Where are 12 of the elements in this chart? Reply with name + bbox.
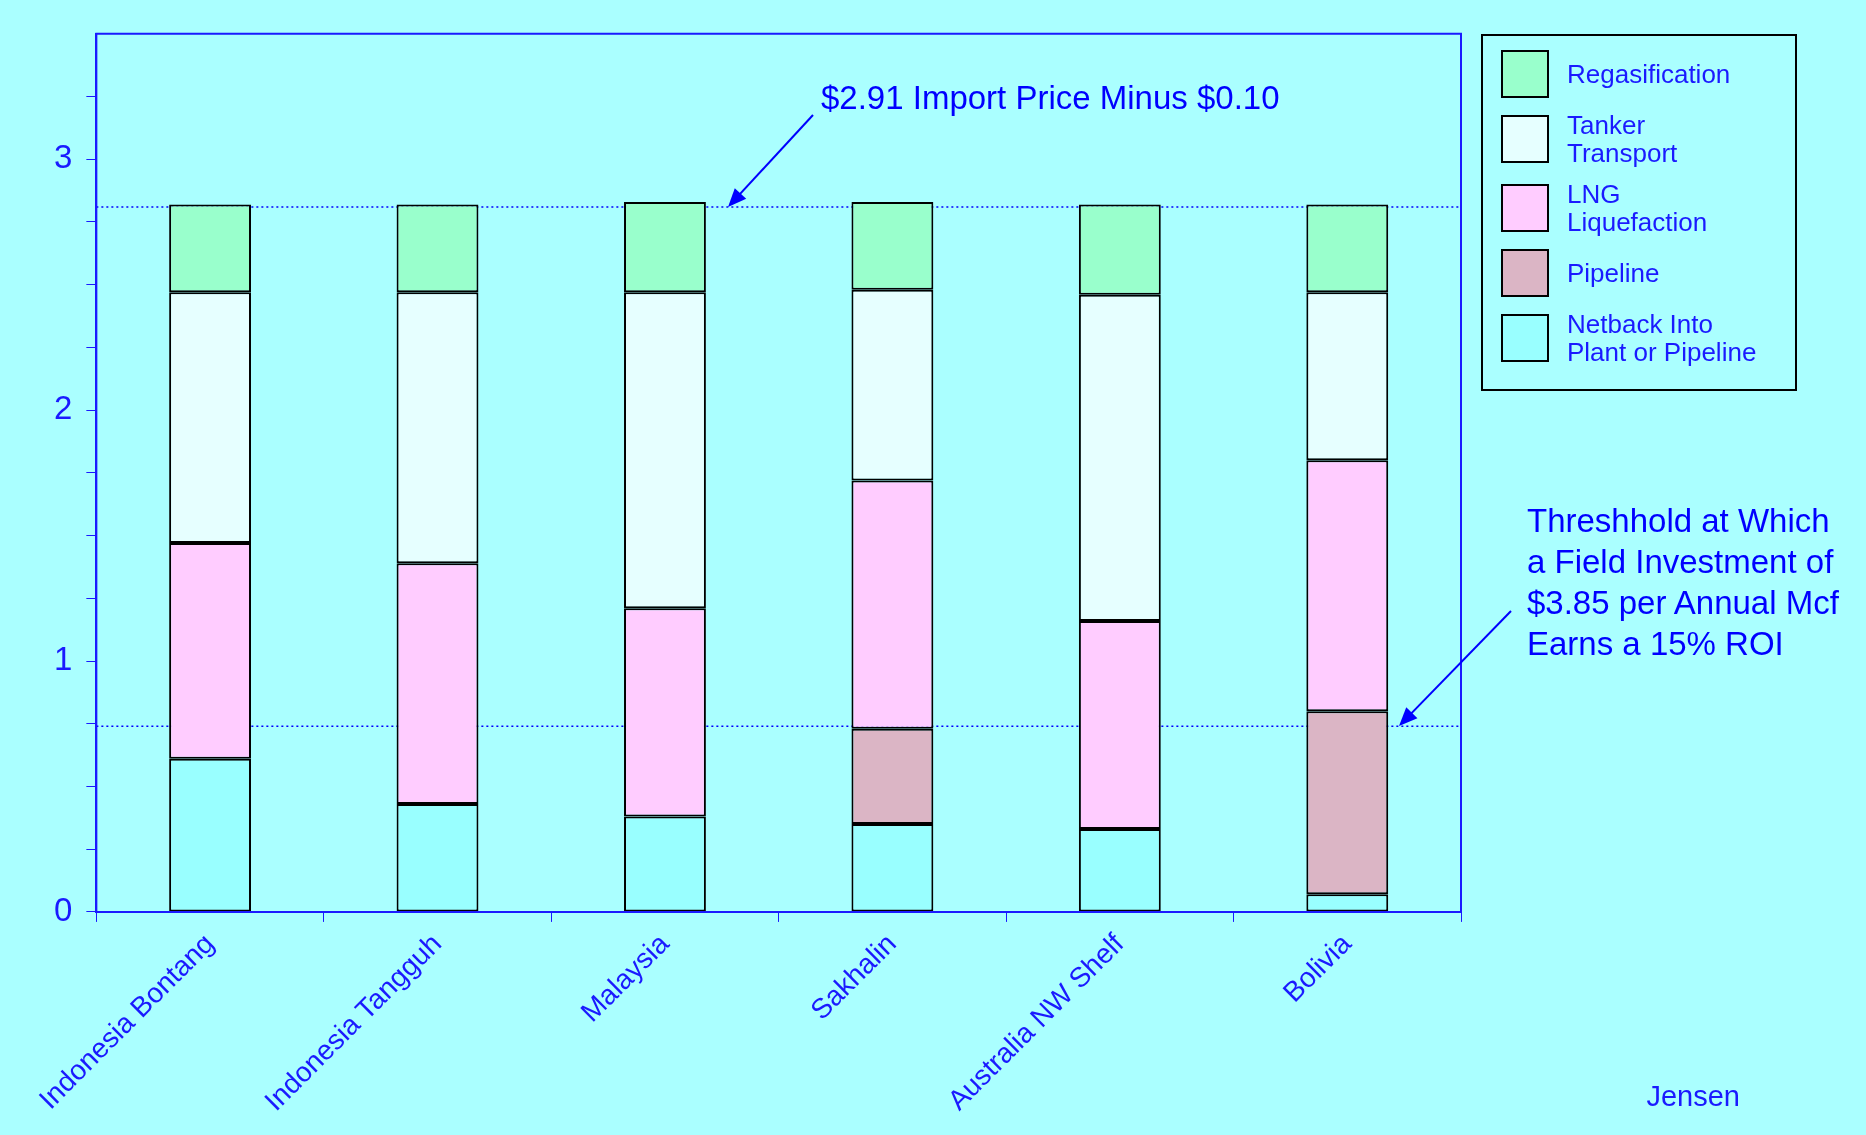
text: Jensen: [1646, 1079, 1740, 1112]
legend-label: Pipeline: [1567, 257, 1661, 288]
legend-label: LNG Liquefaction: [1567, 178, 1709, 237]
y-tick-label: 2: [53, 389, 73, 427]
ref-line-label: $2.91 Import Price Minus $0.10: [821, 77, 1280, 118]
text: Netback Into Plant or Pipeline: [1567, 308, 1757, 367]
ref-line-label: Threshhold at Which a Field Investment of $3.85 per Annual Mcf Earns a 15% ROI: [1527, 501, 1840, 665]
legend-label: Regasification: [1567, 58, 1732, 89]
legend-label: Tanker Transport: [1567, 109, 1679, 168]
y-tick-label: 0: [53, 891, 73, 928]
y-tick-label: 3: [53, 138, 73, 176]
y-tick-label: 1: [53, 640, 73, 678]
